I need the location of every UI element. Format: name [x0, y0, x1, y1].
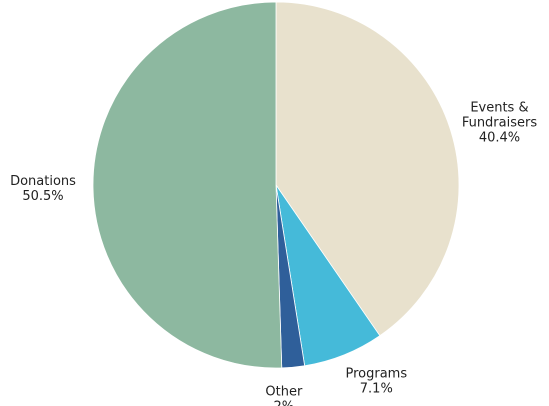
slice-value-donations: 50.5%	[22, 189, 63, 204]
slice-name-other: Other	[265, 385, 303, 400]
pie-slice-events-fundraisers	[275, 1, 460, 337]
slice-label-programs: Programs 7.1%	[345, 366, 407, 396]
slice-name-donations: Donations	[10, 174, 76, 189]
slice-value-other: 2%	[274, 400, 295, 406]
slice-name-events-fundraisers: Fundraisers	[462, 115, 538, 130]
slice-name-events-fundraisers: Events &	[470, 100, 528, 115]
slice-label-donations: Donations 50.5%	[10, 174, 76, 204]
slice-label-events-fundraisers: Events & Fundraisers 40.4%	[462, 100, 538, 145]
slice-value-programs: 7.1%	[360, 381, 393, 396]
slice-name-programs: Programs	[345, 366, 407, 381]
slice-label-other: Other2%	[265, 385, 303, 406]
pie-slice-donations	[92, 1, 283, 369]
slice-value-events-fundraisers: 40.4%	[479, 130, 520, 145]
